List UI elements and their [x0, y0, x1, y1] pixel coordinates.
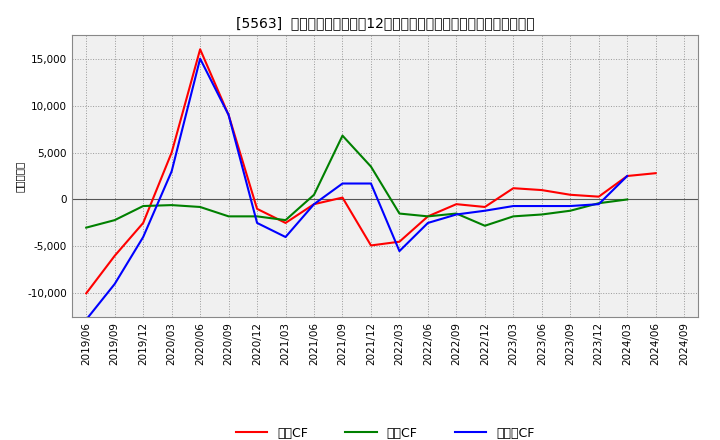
投資CF: [253, 214, 261, 219]
投資CF: [509, 214, 518, 219]
Line: 投資CF: 投資CF: [86, 136, 627, 227]
営業CF: [595, 194, 603, 199]
営業CF: [282, 220, 290, 226]
投資CF: [167, 202, 176, 208]
営業CF: [310, 202, 318, 207]
営業CF: [537, 187, 546, 193]
フリーCF: [509, 203, 518, 209]
投資CF: [282, 217, 290, 223]
フリーCF: [480, 208, 489, 213]
Line: フリーCF: フリーCF: [86, 59, 627, 319]
フリーCF: [110, 281, 119, 286]
フリーCF: [253, 220, 261, 226]
投資CF: [395, 211, 404, 216]
営業CF: [480, 204, 489, 209]
営業CF: [110, 253, 119, 258]
営業CF: [82, 291, 91, 296]
フリーCF: [452, 212, 461, 217]
投資CF: [139, 203, 148, 209]
フリーCF: [623, 173, 631, 179]
営業CF: [167, 150, 176, 155]
営業CF: [566, 192, 575, 198]
投資CF: [310, 192, 318, 198]
フリーCF: [310, 202, 318, 207]
フリーCF: [423, 220, 432, 226]
Title: [5563]  キャッシュフローの12か月移動合計の対前年同期増減額の推移: [5563] キャッシュフローの12か月移動合計の対前年同期増減額の推移: [236, 16, 534, 30]
投資CF: [110, 217, 119, 223]
営業CF: [366, 243, 375, 248]
フリーCF: [366, 181, 375, 186]
営業CF: [196, 47, 204, 52]
営業CF: [253, 206, 261, 212]
フリーCF: [537, 203, 546, 209]
営業CF: [452, 202, 461, 207]
営業CF: [395, 239, 404, 244]
営業CF: [652, 171, 660, 176]
投資CF: [82, 225, 91, 230]
投資CF: [623, 197, 631, 202]
フリーCF: [595, 202, 603, 207]
営業CF: [225, 112, 233, 117]
投資CF: [366, 164, 375, 169]
投資CF: [595, 201, 603, 206]
投資CF: [566, 208, 575, 213]
投資CF: [452, 211, 461, 216]
フリーCF: [167, 169, 176, 174]
フリーCF: [282, 235, 290, 240]
投資CF: [338, 133, 347, 138]
営業CF: [338, 195, 347, 200]
フリーCF: [338, 181, 347, 186]
営業CF: [509, 186, 518, 191]
フリーCF: [139, 235, 148, 240]
投資CF: [537, 212, 546, 217]
投資CF: [480, 223, 489, 228]
営業CF: [139, 220, 148, 226]
営業CF: [623, 173, 631, 179]
Legend: 営業CF, 投資CF, フリーCF: 営業CF, 投資CF, フリーCF: [231, 422, 539, 440]
フリーCF: [566, 203, 575, 209]
投資CF: [196, 204, 204, 209]
Y-axis label: （百万円）: （百万円）: [14, 160, 24, 192]
フリーCF: [82, 317, 91, 322]
投資CF: [423, 214, 432, 219]
フリーCF: [225, 112, 233, 117]
Line: 営業CF: 営業CF: [86, 49, 656, 293]
フリーCF: [196, 56, 204, 61]
フリーCF: [395, 249, 404, 254]
営業CF: [423, 214, 432, 219]
投資CF: [225, 214, 233, 219]
